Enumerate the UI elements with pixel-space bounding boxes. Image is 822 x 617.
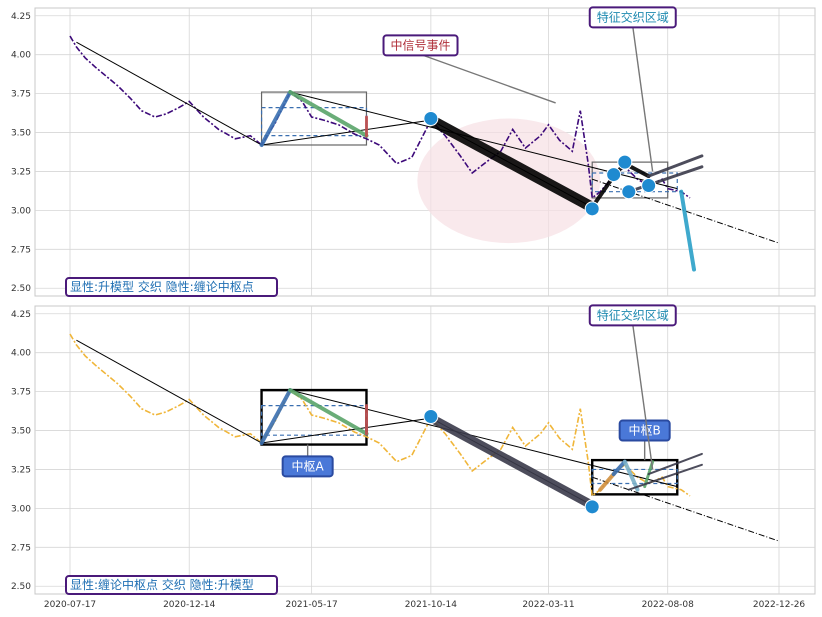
- corner-legend-text: 显性:缠论中枢点 交织 隐性:升模型: [70, 577, 254, 592]
- x-tick-label: 2022-12-26: [753, 600, 806, 610]
- chart-panel-bottom: 2.50 2.75 3.00 3.25 3.50 3.75 4.00 4.25 中枢A 中枢B 特征…: [11, 304, 816, 610]
- annotation-box: [382, 34, 459, 57]
- corner-legend-box: [65, 575, 278, 595]
- corner-legend-text: 显性:升模型 交织 隐性:缠论中枢点: [70, 279, 254, 294]
- stroke-segment: [259, 90, 293, 147]
- plot-area: [34, 305, 816, 595]
- annotation-box: [588, 304, 677, 327]
- annotation-label: 特征交织区域: [588, 304, 677, 327]
- stroke-segment: [425, 114, 598, 213]
- x-tick-label: 2021-10-14: [405, 600, 458, 610]
- annotation-label: 特征交织区域: [588, 6, 677, 29]
- annotation-text: 中枢A: [292, 458, 325, 473]
- y-tick-label: 3.00: [11, 504, 31, 514]
- signal-point: [423, 409, 439, 425]
- signal-point: [621, 184, 637, 200]
- y-tick-label: 3.50: [11, 129, 31, 139]
- price-series-line: [69, 333, 691, 498]
- y-tick-label: 3.00: [11, 206, 31, 216]
- y-tick-label: 3.75: [11, 90, 31, 100]
- x-tick-label: 2020-12-14: [163, 600, 216, 610]
- y-tick-label: 3.50: [11, 427, 31, 437]
- corner-legend-box: [65, 277, 278, 297]
- annotation-text: 特征交织区域: [597, 9, 669, 24]
- annotation-label: 中枢B: [618, 419, 671, 442]
- annotation-arrow: [420, 53, 556, 104]
- corner-legend: 显性:缠论中枢点 交织 隐性:升模型: [65, 575, 278, 595]
- signal-point: [584, 499, 600, 515]
- stroke-segment: [598, 472, 616, 492]
- annotation-box: [588, 6, 677, 29]
- price-series-line: [69, 35, 691, 200]
- y-tick-label: 4.00: [11, 51, 31, 61]
- y-tick-label: 3.75: [11, 388, 31, 398]
- signal-event-ellipse: [417, 118, 601, 244]
- signal-point: [641, 177, 657, 193]
- stroke-segment: [590, 174, 616, 210]
- trend-line: [290, 389, 678, 488]
- signal-point: [606, 167, 622, 183]
- signal-point: [423, 111, 439, 127]
- zhongshu-inner-band: [591, 172, 678, 193]
- x-tick-label: 2021-05-17: [285, 600, 337, 610]
- y-tick-label: 4.25: [11, 12, 31, 22]
- signal-point: [617, 154, 633, 170]
- trend-line: [76, 41, 262, 146]
- y-tick-label: 2.75: [11, 543, 31, 553]
- trend-line: [261, 417, 431, 444]
- stroke-segment: [627, 463, 703, 491]
- annotation-text: 中枢B: [629, 423, 661, 438]
- stroke-segment: [259, 388, 293, 445]
- annotation-label: 中枢A: [281, 455, 334, 478]
- x-tick-label: 2020-07-17: [44, 600, 96, 610]
- x-tick-label: 2022-03-11: [522, 600, 574, 610]
- annotation-box: [618, 419, 671, 442]
- x-tick-label: 2022-08-08: [642, 600, 695, 610]
- stroke-segment: [627, 165, 704, 194]
- y-tick-label: 3.25: [11, 465, 31, 475]
- annotation-label: 中信号事件: [382, 34, 459, 57]
- y-tick-label: 2.50: [11, 582, 31, 592]
- annotation-arrow: [632, 324, 654, 470]
- corner-legend: 显性:升模型 交织 隐性:缠论中枢点: [65, 277, 278, 297]
- stroke-segment: [611, 459, 627, 477]
- annotation-box: [281, 455, 334, 478]
- trend-line: [76, 339, 262, 444]
- y-tick-label: 4.00: [11, 349, 31, 359]
- stroke-segment: [679, 189, 696, 272]
- stroke-segment: [647, 154, 704, 178]
- y-tick-label: 4.25: [11, 310, 31, 320]
- stroke-segment: [622, 459, 640, 492]
- stroke-segment: [288, 90, 369, 138]
- trend-line: [261, 119, 431, 146]
- annotation-arrow: [632, 26, 654, 172]
- stroke-segment: [426, 413, 597, 510]
- stroke-segment: [647, 452, 703, 476]
- y-tick-label: 2.50: [11, 284, 31, 294]
- chart-panel-top: 2.50 2.75 3.00 3.25 3.50 3.75 4.00 4.25 中信号事件 特征交…: [11, 6, 816, 297]
- annotation-text: 中信号事件: [391, 37, 451, 52]
- y-tick-label: 3.25: [11, 167, 31, 177]
- y-tick-label: 2.75: [11, 245, 31, 255]
- signal-point: [584, 201, 600, 217]
- stroke-segment: [288, 388, 369, 436]
- annotation-text: 特征交织区域: [597, 307, 669, 322]
